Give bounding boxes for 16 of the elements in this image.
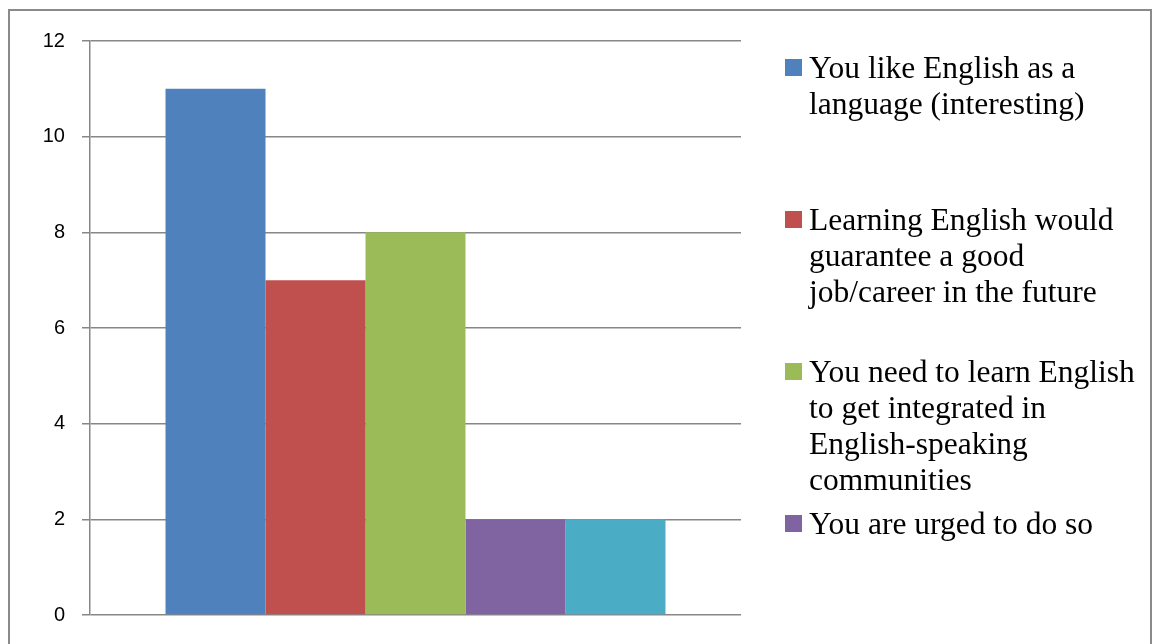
y-tick-label: 0 — [53, 602, 65, 625]
bar — [265, 280, 366, 615]
bar — [465, 519, 566, 615]
bar — [365, 232, 466, 615]
y-tick-label: 6 — [53, 315, 65, 338]
y-tick-label: 4 — [53, 411, 65, 434]
legend-label: You like English as a language (interesting) — [809, 50, 1086, 122]
bar — [565, 519, 666, 615]
y-tick-label: 8 — [53, 219, 65, 242]
y-tick-label: 12 — [42, 28, 65, 51]
legend-label: You are urged to do so — [809, 506, 1095, 542]
y-tick-label: 10 — [42, 124, 65, 147]
legend-label: Learning English would guarantee a good job/career in the future — [809, 202, 1115, 310]
bar — [165, 88, 266, 615]
legend-label: You need to learn English to get integrated in English-speaking communities — [809, 354, 1136, 498]
y-tick-label: 2 — [53, 506, 65, 529]
